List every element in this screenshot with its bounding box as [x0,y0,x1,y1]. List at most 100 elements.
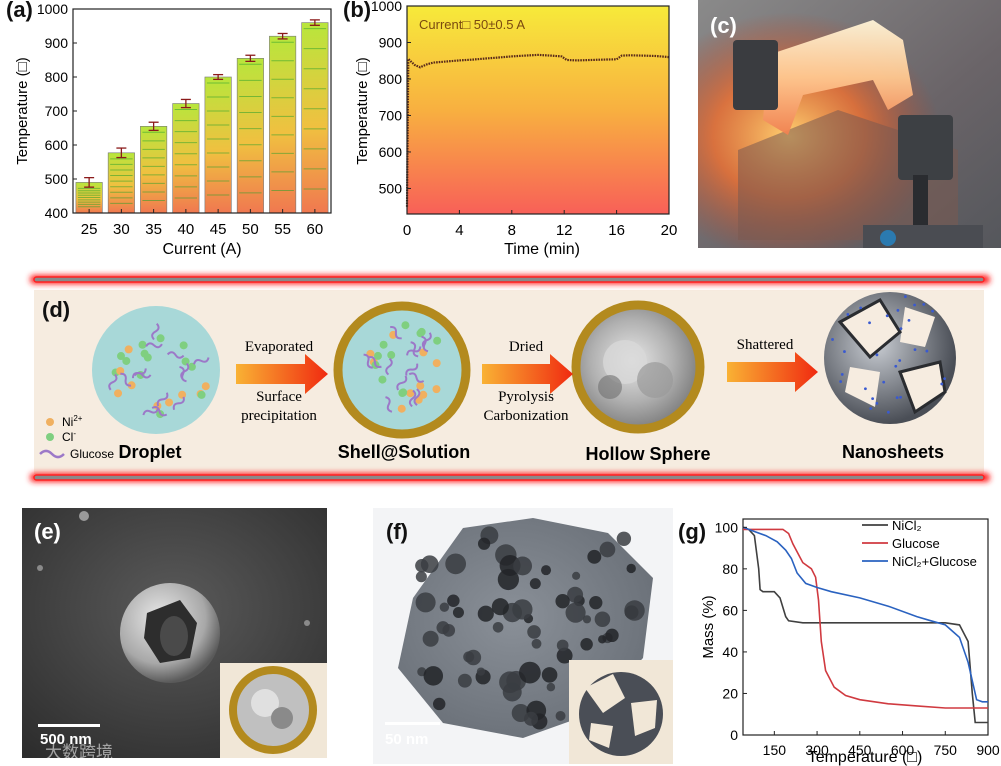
y-tick-label: 800 [45,69,69,85]
y-tick-label: 100 [715,519,739,535]
nanosheets-inset [569,660,673,764]
x-tick-label: 450 [848,742,872,758]
panel-b-chart: 500 600 700 800 900 1000 0 4 8 12 16 20 Current□ 5… [354,0,678,258]
y-axis: 0 20 40 60 80 100 [715,519,747,743]
stage-nanosheets: Nanosheets [842,442,944,462]
series-line [743,528,988,709]
plot-background [407,6,669,214]
ni-legend-sup: 2+ [73,414,82,423]
x-axis: 150 300 450 600 750 900 [763,731,1000,758]
x-tick-label: 50 [242,221,259,238]
watermark: 大数跨境 [45,743,113,763]
series-line [742,526,988,724]
x-axis: 25 30 35 40 45 50 55 60 [81,209,323,238]
arrow-1-bottom2: precipitation [241,408,317,424]
y-axis-label: Mass (%) [700,595,717,658]
y-tick-label: 500 [45,171,69,187]
glucose-legend-line [39,449,65,459]
x-tick-label: 55 [274,221,291,238]
chart-legend: NiCl₂ Glucose NiCl₂+Glucose [862,518,977,569]
x-axis: 0 4 8 12 16 20 [403,210,678,239]
y-tick-label: 1000 [371,0,402,14]
x-tick-label: 30 [113,221,130,238]
temperature-series [405,53,670,207]
panel-label-a: (a) [6,0,33,22]
x-tick-label: 750 [934,742,958,758]
panel-label-f: (f) [386,519,408,544]
cl-legend-dot [46,433,54,441]
panel-label-b: (b) [343,0,372,22]
x-tick-label: 150 [763,742,787,758]
stage-hollow-sphere: Hollow Sphere [585,444,710,464]
y-tick-label: 0 [730,727,738,743]
panel-g-chart: 0 20 40 60 80 100 150 300 450 600 750 900 NiCl₂ Glu… [700,518,1000,766]
panel-f-tem: 50 nm [373,508,673,764]
y-tick-label: 40 [722,644,738,660]
svg-text:Cl-: Cl- [62,429,76,444]
x-tick-label: 12 [556,222,573,239]
panel-c-photo [698,0,1001,248]
droplet-illustration [92,306,220,434]
glucose-legend-label: Glucose [70,447,114,461]
arrow-2-bottom2: Carbonization [484,408,569,424]
arrow-2-bottom1: Pyrolysis [498,389,554,405]
scale-bar-f: 50 nm [385,731,428,748]
bar-series [75,22,329,214]
stage-shell-solution: Shell@Solution [338,442,471,462]
y-tick-label: 20 [722,685,738,701]
ni-legend-dot [46,418,54,426]
x-tick-label: 300 [805,742,829,758]
y-tick-label: 80 [722,561,738,577]
x-tick-label: 60 [307,221,324,238]
x-axis-label: Time (min) [504,241,580,258]
schematic-legend: Ni2+ Cl- Glucose [39,414,114,461]
bar-55 [269,35,297,214]
cl-legend-label: Cl [62,430,73,444]
y-axis: 400 500 600 700 800 900 1000 [37,1,77,221]
bar-50 [236,57,264,214]
x-tick-label: 600 [891,742,915,758]
legend-label: Glucose [892,536,940,551]
nanoparticles [415,526,645,730]
x-tick-label: 4 [455,222,463,239]
panel-label-g: (g) [678,519,707,544]
panel-label-c: (c) [710,13,737,38]
x-tick-label: 35 [145,221,162,238]
y-tick-label: 700 [45,103,69,119]
panel-label-e: (e) [34,519,61,544]
legend-label: NiCl₂ [892,518,922,533]
arrow-2 [482,354,573,394]
tga-series [742,526,988,724]
error-bars [84,19,320,188]
x-tick-label: 8 [508,222,516,239]
stage-droplet: Droplet [119,442,182,462]
arrow-2-top: Dried [509,339,544,355]
hollow-sphere-inset [220,663,327,758]
scale-bar-e: 500 nm [40,731,92,748]
cl-legend-sup: - [73,429,76,438]
x-tick-label: 45 [210,221,227,238]
legend-label: NiCl₂+Glucose [892,554,977,569]
x-tick-label: 16 [608,222,625,239]
plot-frame [742,518,989,736]
y-tick-label: 500 [379,180,403,196]
arrow-1 [236,354,328,394]
ni-legend-label: Ni [62,415,73,429]
y-tick-label: 900 [45,35,69,51]
nanosheets-illustration [824,292,956,424]
x-axis-label: Temperature (□) [808,749,923,766]
x-axis-label: Current (A) [162,241,241,258]
hollow-sphere-illustration [571,300,705,434]
arrow-1-bottom1: Surface [256,389,302,405]
bar-45 [204,76,232,214]
y-axis: 500 600 700 800 900 1000 [371,0,411,196]
panel-d-schematic: Evaporated Surface precipitation Dried P… [30,275,990,482]
y-tick-label: 60 [722,602,738,618]
y-tick-label: 800 [379,71,403,87]
y-tick-label: 900 [379,34,403,50]
y-tick-label: 600 [379,144,403,160]
y-axis-label: Temperature (□) [354,57,371,164]
y-tick-label: 1000 [37,1,68,17]
bar-40 [172,103,200,214]
x-tick-label: 20 [661,222,678,239]
